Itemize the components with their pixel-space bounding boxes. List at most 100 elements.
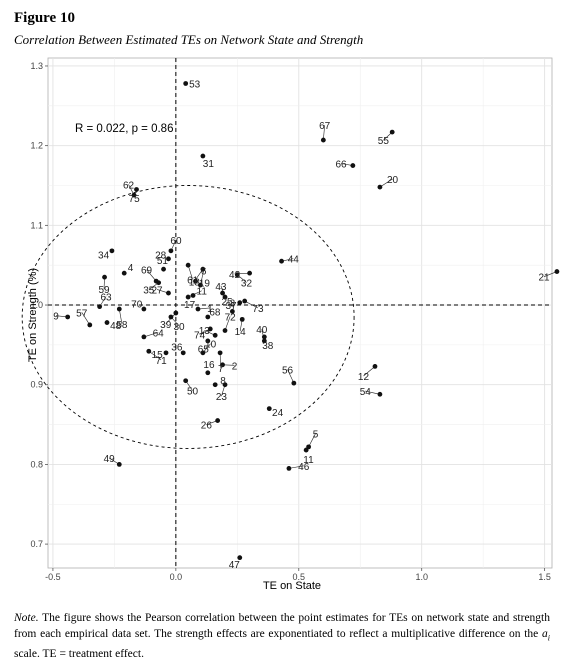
point-label: 23: [216, 392, 228, 403]
leader-line: [200, 270, 204, 286]
point-label: 58: [116, 320, 128, 331]
data-point: [180, 350, 186, 356]
point-label: 24: [272, 408, 284, 419]
point-label: 72: [225, 312, 237, 323]
figure-note: Note. The figure shows the Pearson corre…: [14, 610, 550, 662]
leader-line: [308, 433, 316, 448]
point-label: 46: [298, 462, 310, 473]
leader-line: [143, 332, 159, 338]
point-label: 35: [143, 286, 155, 297]
note-text-after: scale. TE = treatment effect.: [14, 648, 144, 661]
point-label: 34: [98, 250, 110, 261]
data-point: [141, 306, 147, 312]
leader-line: [244, 300, 259, 309]
point-label: 51: [157, 256, 169, 267]
data-point: [261, 338, 267, 344]
data-point: [200, 266, 206, 272]
confidence-ellipse: [21, 185, 355, 449]
point-label: 55: [378, 136, 390, 147]
point-label: 50: [187, 387, 199, 398]
point-label: 26: [201, 421, 213, 432]
point-label: 57: [76, 308, 88, 319]
data-point: [163, 350, 169, 356]
data-point: [207, 326, 213, 332]
point-label: 53: [189, 80, 201, 91]
y-tick-label: 0.8: [30, 459, 43, 469]
data-point: [377, 184, 383, 190]
data-point: [205, 314, 211, 320]
data-point: [291, 380, 297, 386]
data-point: [173, 310, 179, 316]
x-axis-label: TE on State: [263, 580, 321, 592]
point-label: 9: [53, 312, 59, 323]
leader-line: [188, 290, 202, 298]
data-point: [200, 350, 206, 356]
point-label: 15: [152, 350, 164, 361]
data-point: [320, 137, 326, 143]
data-point: [242, 298, 248, 304]
point-label: 74: [194, 330, 206, 341]
point-label: 59: [98, 285, 110, 296]
data-point: [237, 555, 243, 561]
data-point: [222, 382, 228, 388]
data-point: [116, 306, 122, 312]
point-label: 8: [220, 376, 226, 387]
data-point: [121, 270, 127, 276]
leader-line: [287, 369, 295, 384]
point-label: 13: [199, 326, 211, 337]
data-point: [286, 465, 292, 471]
point-label: 20: [387, 175, 399, 186]
data-point: [134, 187, 139, 192]
data-point: [166, 290, 171, 296]
point-label: 14: [235, 327, 247, 338]
data-point: [146, 348, 152, 354]
annotation-stats: R = 0.022, p = 0.86: [75, 123, 173, 135]
leader-line: [363, 366, 376, 377]
data-point: [205, 338, 211, 344]
data-point: [195, 306, 201, 312]
point-label: 3: [230, 298, 236, 309]
data-point: [166, 256, 171, 262]
data-point: [389, 129, 395, 135]
data-point: [350, 163, 356, 168]
data-point: [168, 248, 174, 254]
point-label: 61: [187, 275, 199, 286]
data-point: [220, 362, 225, 368]
point-label: 32: [241, 278, 253, 289]
data-point: [104, 320, 110, 325]
point-label: 43: [215, 282, 227, 293]
point-label: 6: [201, 266, 207, 277]
data-point: [185, 294, 191, 300]
point-label: 2: [232, 361, 238, 372]
data-point: [554, 269, 560, 274]
data-point: [65, 314, 71, 320]
x-tick-label: -0.5: [45, 572, 61, 582]
data-point: [161, 266, 166, 272]
axes: -0.5 0.0 0.5 1.0 1.5 0.7 0.8 0.9 1.0 1.1 1.2 1.3: [30, 61, 550, 582]
point-label: 56: [282, 366, 294, 377]
point-label: 44: [288, 255, 300, 266]
data-point: [131, 192, 137, 198]
figure-label: Figure 10: [14, 10, 75, 26]
point-label: 42: [229, 270, 241, 281]
data-point: [217, 350, 223, 356]
data-point: [222, 328, 228, 333]
point-label: 75: [129, 194, 141, 205]
point-label: 16: [203, 360, 215, 371]
point-label: 5: [313, 430, 319, 441]
point-label: 11: [197, 287, 208, 298]
data-point: [141, 334, 147, 340]
data-point: [193, 278, 198, 284]
data-point: [183, 378, 189, 384]
point-label: 49: [104, 454, 116, 465]
note-subscript: i: [547, 633, 550, 643]
point-label: 39: [160, 320, 172, 331]
data-point: [156, 280, 162, 286]
data-point: [372, 363, 378, 369]
point-label: 63: [101, 293, 113, 304]
data-point: [205, 370, 211, 376]
point-label: 37: [226, 301, 238, 312]
note-symbol: a: [542, 628, 548, 640]
leader-line: [365, 390, 380, 395]
